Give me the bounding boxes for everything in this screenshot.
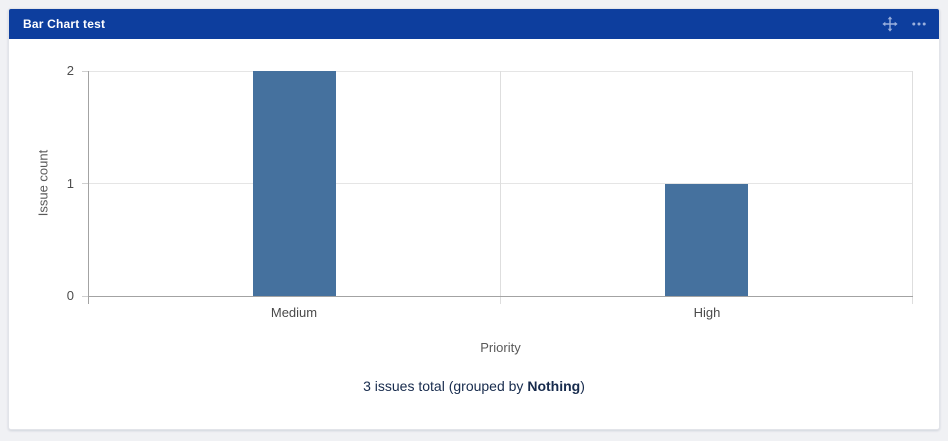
y-tick-mark-1	[82, 183, 88, 184]
gridline-x1	[500, 71, 501, 304]
bar-chart-plot-area: 0 1 2 Medium High Priority	[67, 63, 913, 355]
gadget-header: Bar Chart test	[9, 9, 939, 39]
y-tick-mark-0	[82, 295, 88, 297]
summary-suffix: )	[580, 378, 585, 394]
y-tick-label-1: 1	[66, 175, 74, 191]
more-icon[interactable]	[911, 16, 927, 32]
x-axis-baseline	[88, 295, 913, 297]
y-axis-line	[88, 71, 89, 304]
y-tick-label-0: 0	[66, 288, 74, 303]
x-axis-title: Priority	[480, 340, 521, 355]
summary-prefix: 3 issues total (grouped by	[363, 378, 528, 394]
y-tick-label-2: 2	[66, 63, 74, 78]
x-tick-label-high: High	[693, 305, 721, 320]
bar-medium[interactable]	[253, 71, 336, 296]
x-tick-label-medium: Medium	[270, 305, 318, 320]
move-icon[interactable]	[882, 16, 898, 32]
y-tick-mark-2	[82, 70, 88, 72]
bar-high[interactable]	[665, 183, 748, 296]
grouped-by-value: Nothing	[527, 378, 581, 394]
gadget-title: Bar Chart test	[23, 17, 106, 31]
plot-right-border	[912, 71, 913, 304]
chart-summary: 3 issues total (grouped by Nothing)	[9, 378, 939, 394]
bar-chart-gadget: Bar Chart test	[8, 8, 940, 430]
